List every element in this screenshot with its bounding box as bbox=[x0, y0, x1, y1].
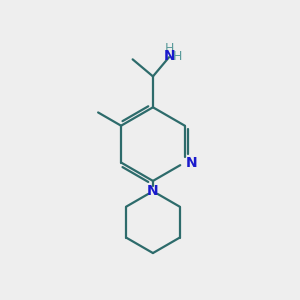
Text: H: H bbox=[164, 43, 174, 56]
Text: N: N bbox=[147, 184, 159, 198]
Text: N: N bbox=[185, 155, 197, 170]
Text: H: H bbox=[172, 50, 182, 62]
Text: N: N bbox=[164, 49, 176, 63]
